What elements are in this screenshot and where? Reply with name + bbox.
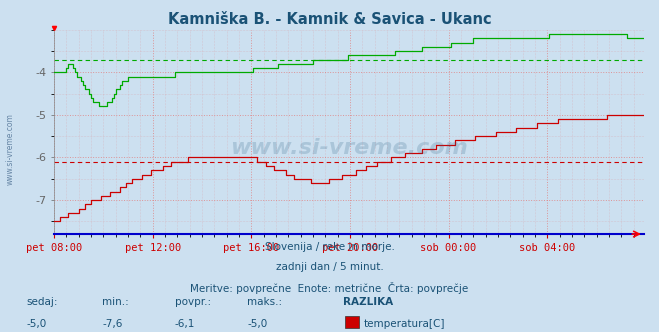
Text: RAZLIKA: RAZLIKA: [343, 297, 393, 307]
Text: Meritve: povprečne  Enote: metrične  Črta: povprečje: Meritve: povprečne Enote: metrične Črta:…: [190, 282, 469, 293]
Text: sedaj:: sedaj:: [26, 297, 58, 307]
Text: zadnji dan / 5 minut.: zadnji dan / 5 minut.: [275, 262, 384, 272]
Text: povpr.:: povpr.:: [175, 297, 211, 307]
Text: -7,6: -7,6: [102, 319, 123, 329]
Text: -5,0: -5,0: [26, 319, 47, 329]
Text: Slovenija / reke in morje.: Slovenija / reke in morje.: [264, 242, 395, 252]
Text: temperatura[C]: temperatura[C]: [364, 319, 445, 329]
Text: maks.:: maks.:: [247, 297, 282, 307]
Text: www.si-vreme.com: www.si-vreme.com: [230, 138, 468, 158]
Text: -5,0: -5,0: [247, 319, 268, 329]
Text: -6,1: -6,1: [175, 319, 195, 329]
Text: www.si-vreme.com: www.si-vreme.com: [5, 114, 14, 185]
Text: Kamniška B. - Kamnik & Savica - Ukanc: Kamniška B. - Kamnik & Savica - Ukanc: [167, 12, 492, 27]
Text: min.:: min.:: [102, 297, 129, 307]
